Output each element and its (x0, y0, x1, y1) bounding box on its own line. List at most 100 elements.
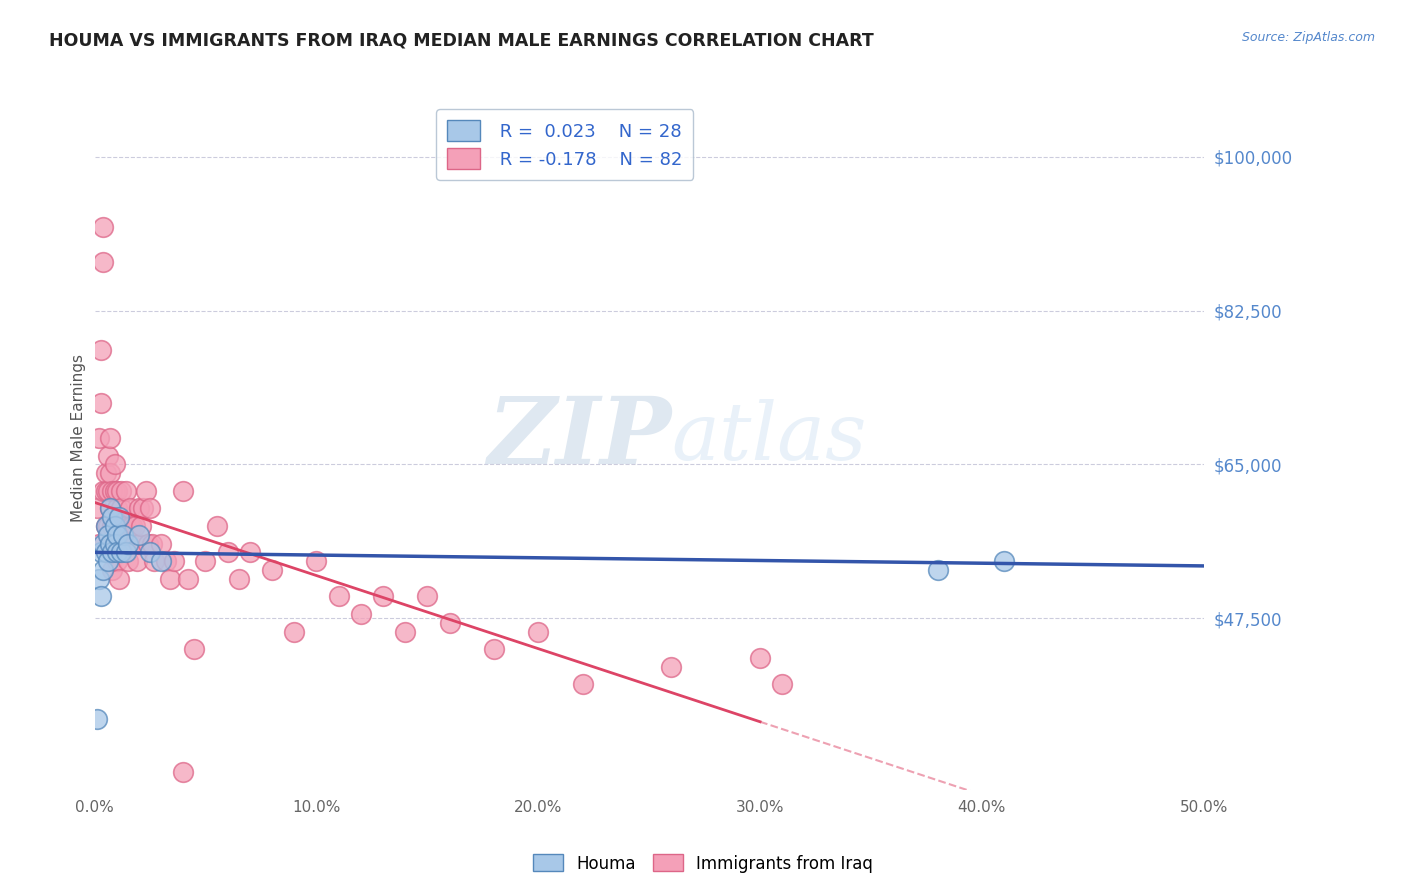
Point (112, 519, 135, 533)
Point (124, 536, 146, 550)
Point (260, 563, 283, 577)
Point (172, 483, 194, 498)
Point (98, 501, 121, 516)
Point (93, 536, 115, 550)
Legend:  R =  0.023    N = 28,  R = -0.178    N = 82: R = 0.023 N = 28, R = -0.178 N = 82 (436, 110, 693, 180)
Point (143, 554, 166, 568)
Point (120, 519, 142, 533)
Point (659, 659, 682, 673)
Point (571, 677, 593, 691)
Point (97, 519, 120, 533)
Point (217, 545, 239, 559)
Point (114, 483, 136, 498)
Y-axis label: Median Male Earnings: Median Male Earnings (72, 354, 86, 522)
Point (112, 528, 135, 542)
Point (105, 554, 128, 568)
Point (110, 501, 132, 516)
Point (105, 528, 128, 542)
Point (97, 528, 120, 542)
Point (103, 519, 125, 533)
Point (90, 396, 112, 410)
Point (328, 590, 350, 604)
Point (239, 545, 262, 559)
Point (87, 572, 110, 586)
Point (150, 536, 173, 550)
Point (97, 483, 120, 498)
Point (101, 483, 124, 498)
Point (128, 536, 150, 550)
Point (394, 624, 416, 639)
Point (128, 528, 150, 542)
Point (86, 713, 108, 727)
Point (98, 431, 121, 445)
Point (749, 651, 772, 665)
Point (305, 554, 328, 568)
Point (108, 536, 131, 550)
Point (482, 642, 505, 657)
Point (141, 536, 163, 550)
Point (110, 483, 132, 498)
Point (159, 572, 181, 586)
Point (101, 510, 124, 524)
Point (87, 536, 110, 550)
Point (993, 554, 1015, 568)
Point (94, 483, 117, 498)
Point (90, 545, 112, 559)
Point (125, 554, 148, 568)
Point (97, 554, 120, 568)
Point (163, 554, 186, 568)
Point (110, 545, 132, 559)
Point (105, 519, 128, 533)
Point (177, 572, 200, 586)
Point (350, 607, 373, 621)
Point (439, 615, 461, 630)
Point (150, 554, 173, 568)
Point (121, 519, 143, 533)
Point (770, 677, 793, 691)
Legend: Houma, Immigrants from Iraq: Houma, Immigrants from Iraq (526, 847, 880, 880)
Point (136, 536, 159, 550)
Point (101, 519, 124, 533)
Point (94, 519, 117, 533)
Point (927, 563, 949, 577)
Point (97, 449, 120, 463)
Point (103, 458, 125, 472)
Point (98, 501, 121, 516)
Text: atlas: atlas (671, 400, 866, 477)
Point (114, 519, 136, 533)
Point (105, 483, 128, 498)
Text: ZIP: ZIP (486, 393, 671, 483)
Point (139, 545, 162, 559)
Point (139, 501, 162, 516)
Point (416, 590, 439, 604)
Text: HOUMA VS IMMIGRANTS FROM IRAQ MEDIAN MALE EARNINGS CORRELATION CHART: HOUMA VS IMMIGRANTS FROM IRAQ MEDIAN MAL… (49, 31, 875, 49)
Point (129, 519, 152, 533)
Point (105, 501, 128, 516)
Point (124, 519, 146, 533)
Point (103, 536, 125, 550)
Point (94, 545, 117, 559)
Point (205, 519, 228, 533)
Point (117, 536, 139, 550)
Point (86, 501, 108, 516)
Point (172, 765, 194, 780)
Point (101, 563, 124, 577)
Point (90, 590, 112, 604)
Point (93, 220, 115, 235)
Point (94, 519, 117, 533)
Point (98, 536, 121, 550)
Point (132, 501, 155, 516)
Point (135, 483, 157, 498)
Point (117, 528, 139, 542)
Point (101, 545, 124, 559)
Point (93, 563, 115, 577)
Text: Source: ZipAtlas.com: Source: ZipAtlas.com (1241, 31, 1375, 45)
Point (101, 536, 124, 550)
Point (108, 510, 131, 524)
Point (87, 431, 110, 445)
Point (228, 572, 250, 586)
Point (527, 624, 550, 639)
Point (120, 501, 142, 516)
Point (108, 572, 131, 586)
Point (112, 536, 135, 550)
